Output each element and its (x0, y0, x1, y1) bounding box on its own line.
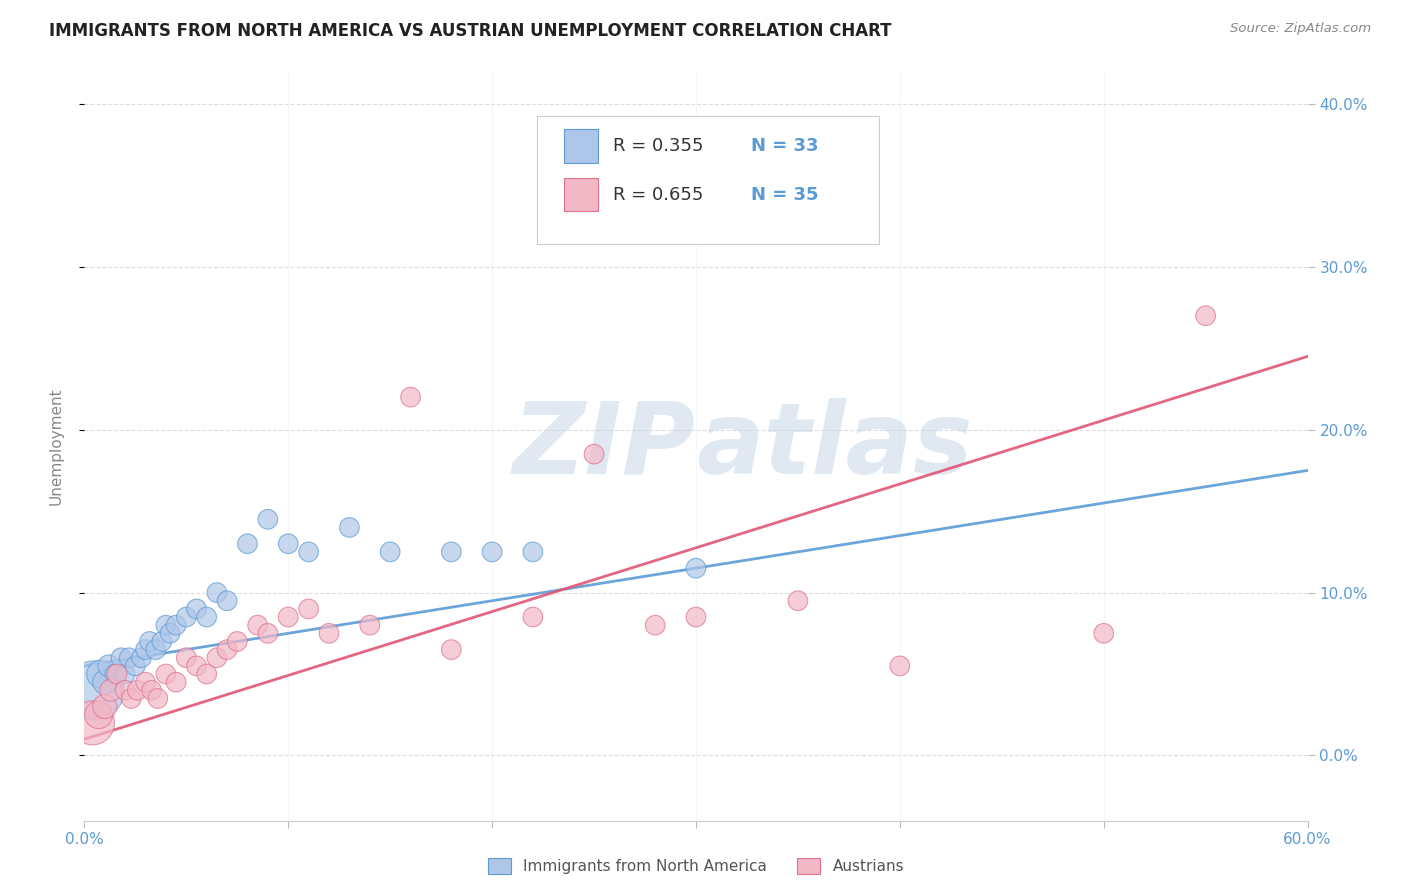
Point (105, 667, 128, 681)
Point (114, 683, 136, 698)
Point (174, 650, 197, 665)
Point (399, 390, 422, 404)
Point (186, 602, 208, 616)
Point (159, 626, 181, 640)
Point (93, 699, 115, 714)
Text: N = 33: N = 33 (751, 137, 818, 155)
FancyBboxPatch shape (537, 116, 880, 244)
Point (277, 537, 299, 551)
Point (90, 667, 112, 681)
Point (141, 683, 163, 698)
Point (583, 447, 606, 461)
Text: N = 35: N = 35 (751, 186, 818, 203)
Point (257, 626, 280, 640)
Text: atlas: atlas (696, 398, 973, 494)
Point (205, 650, 228, 665)
Point (685, 561, 707, 575)
Point (440, 642, 463, 657)
Point (787, 593, 810, 607)
Point (83, 683, 105, 698)
Point (889, 659, 911, 673)
Point (205, 585, 228, 599)
Point (118, 650, 141, 665)
Point (481, 545, 503, 559)
Point (138, 634, 160, 648)
FancyBboxPatch shape (564, 178, 598, 211)
Point (440, 545, 463, 559)
Point (124, 659, 146, 673)
Point (127, 683, 149, 698)
Point (195, 610, 218, 624)
Text: IMMIGRANTS FROM NORTH AMERICA VS AUSTRIAN UNEMPLOYMENT CORRELATION CHART: IMMIGRANTS FROM NORTH AMERICA VS AUSTRIA… (49, 22, 891, 40)
Point (100, 683, 122, 698)
Point (120, 691, 142, 706)
Text: ZIP: ZIP (513, 398, 696, 494)
Point (131, 650, 153, 665)
Point (236, 537, 259, 551)
Point (93, 675, 115, 690)
Point (195, 667, 218, 681)
Point (339, 520, 361, 534)
Point (114, 667, 136, 681)
Point (217, 593, 239, 607)
Point (135, 675, 157, 690)
Point (82, 715, 104, 730)
FancyBboxPatch shape (564, 129, 598, 163)
Y-axis label: Unemployment: Unemployment (49, 387, 63, 505)
Point (522, 545, 544, 559)
Point (155, 618, 177, 632)
Text: Source: ZipAtlas.com: Source: ZipAtlas.com (1230, 22, 1371, 36)
Point (150, 634, 173, 648)
Point (146, 691, 169, 706)
Point (104, 667, 127, 681)
Point (110, 650, 132, 665)
Point (155, 667, 177, 681)
Point (165, 675, 187, 690)
Point (257, 512, 280, 526)
Point (318, 626, 340, 640)
Point (1195, 309, 1218, 323)
Point (174, 610, 197, 624)
Point (135, 642, 157, 657)
Point (186, 659, 208, 673)
Point (97, 659, 120, 673)
Point (685, 610, 707, 624)
Point (226, 634, 249, 648)
Point (380, 545, 402, 559)
Point (298, 602, 321, 616)
Point (277, 610, 299, 624)
Point (87, 707, 110, 722)
Text: R = 0.355: R = 0.355 (613, 137, 703, 155)
Point (298, 545, 321, 559)
Point (1092, 626, 1115, 640)
Point (583, 211, 606, 225)
Legend: Immigrants from North America, Austrians: Immigrants from North America, Austrians (482, 852, 910, 880)
Point (359, 618, 381, 632)
Point (145, 642, 167, 657)
Point (217, 642, 239, 657)
Point (522, 610, 544, 624)
Point (246, 618, 269, 632)
Point (165, 618, 187, 632)
Point (644, 618, 666, 632)
Text: R = 0.655: R = 0.655 (613, 186, 703, 203)
